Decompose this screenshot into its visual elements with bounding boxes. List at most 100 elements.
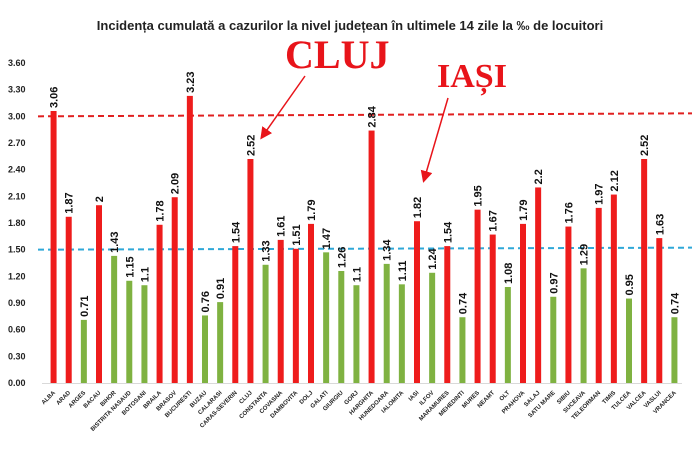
value-label: 2.09 <box>170 173 182 194</box>
y-axis: 0.00 0.30 0.60 0.90 1.20 1.50 1.80 2.10 2.40 2.70… <box>8 58 682 388</box>
bar-calarasi <box>217 302 224 383</box>
x-tick-label: OLT <box>499 390 512 403</box>
value-label: 1.47 <box>321 228 333 249</box>
value-label: 1.87 <box>64 192 76 213</box>
bar-bihor <box>111 255 118 383</box>
x-tick-label: IASI <box>408 390 421 403</box>
value-label: 0.76 <box>200 291 212 312</box>
callout-cluj: CLUJ <box>285 32 389 77</box>
callout-arrow-cluj <box>260 75 306 140</box>
bar-salaj <box>535 187 542 383</box>
bar-gorj <box>353 285 360 383</box>
bar-ilfov <box>429 272 436 383</box>
bars <box>50 95 678 383</box>
value-label: 2 <box>94 196 106 202</box>
bar-neamt <box>489 234 496 383</box>
value-label: 2.84 <box>367 105 379 127</box>
value-label: 1.08 <box>503 263 515 284</box>
value-label: 1.54 <box>230 221 242 243</box>
bar-caras-severin <box>232 246 239 383</box>
bar-teleorman <box>595 207 602 383</box>
value-label: 3.23 <box>185 71 197 92</box>
value-label: 2.52 <box>639 135 651 156</box>
value-label: 1.78 <box>155 200 167 221</box>
value-label: 1.97 <box>594 183 606 204</box>
x-tick-label: ALBA <box>41 390 57 406</box>
y-tick-label: 0.90 <box>8 298 26 308</box>
value-label: 1.82 <box>412 197 424 218</box>
y-tick-label: 1.50 <box>8 245 26 255</box>
value-label: 1.67 <box>488 210 500 231</box>
threshold-line-1.5 <box>37 246 693 251</box>
bar-iasi <box>414 221 420 383</box>
y-tick-label: 3.30 <box>8 85 26 95</box>
bar-bacau <box>96 205 102 383</box>
value-label: 1.1 <box>351 267 363 282</box>
bar-hunedoara <box>383 263 390 383</box>
value-label: 1.43 <box>109 231 121 252</box>
bar-tulcea <box>626 298 632 383</box>
bar-satu-mare <box>550 296 557 383</box>
value-label: 0.95 <box>624 274 636 295</box>
value-labels: 3.06 1.87 0.71 2 1.431.15 1.1 1.782.09 3.23 0.76… <box>49 71 682 316</box>
value-label: 1.51 <box>291 224 303 245</box>
y-tick-label: 0.60 <box>8 325 26 335</box>
bar-constanta <box>262 264 269 383</box>
bar-galati <box>323 252 330 383</box>
chart-title: Incidența cumulată a cazurilor la nivel … <box>97 18 603 33</box>
bar-maramures <box>444 246 451 383</box>
value-label: 1.63 <box>654 214 666 235</box>
callout-iasi: IAȘI <box>437 58 507 96</box>
bar-timis <box>610 194 617 383</box>
value-label: 0.71 <box>79 295 91 316</box>
bar-bucuresti <box>186 95 193 383</box>
bar-braila <box>156 224 163 383</box>
bar-alba <box>50 111 57 383</box>
value-label: 1.79 <box>518 199 530 220</box>
y-tick-label: 0.30 <box>8 351 26 361</box>
y-tick-label: 2.70 <box>8 138 26 148</box>
bar-prahova <box>520 223 526 383</box>
bar-bistrita-nasaud <box>126 280 133 383</box>
y-tick-label: 3.00 <box>8 111 26 121</box>
value-label: 0.74 <box>457 292 469 314</box>
bar-arges <box>80 319 87 383</box>
value-label: 1.54 <box>442 221 454 243</box>
x-tick-label: NEAMT <box>477 390 497 410</box>
x-tick-label: TELEORMAN <box>571 390 602 421</box>
callouts: CLUJ IAȘI <box>260 32 507 183</box>
bar-dambovita <box>292 248 299 383</box>
bar-botosani <box>141 285 148 383</box>
bar-giurgiu <box>338 271 345 383</box>
value-label: 1.61 <box>276 215 288 236</box>
value-label: 1.34 <box>382 239 394 261</box>
value-label: 1.33 <box>261 240 273 261</box>
bar-buzau <box>202 315 208 383</box>
threshold-lines <box>37 112 693 251</box>
bar-covasna <box>277 239 284 383</box>
value-label: 3.06 <box>49 87 61 108</box>
value-label: 0.97 <box>548 272 560 293</box>
bar-valcea <box>641 159 648 383</box>
value-label: 2.2 <box>533 169 545 184</box>
y-tick-label: 2.40 <box>8 165 26 175</box>
bar-arad <box>65 216 72 383</box>
value-label: 1.26 <box>336 247 348 268</box>
bar-ialomita <box>398 284 405 383</box>
bar-brasov <box>171 197 178 383</box>
bar-mehedinti <box>459 317 466 383</box>
bar-vrancea <box>671 317 678 383</box>
bar-vaslui <box>656 238 663 383</box>
value-label: 1.11 <box>397 261 409 282</box>
y-tick-label: 3.60 <box>8 58 26 68</box>
y-tick-label: 1.80 <box>8 218 26 228</box>
bar-dolj <box>308 223 314 383</box>
bar-mures <box>474 209 481 383</box>
bar-olt <box>504 287 511 383</box>
value-label: 1.15 <box>124 256 136 277</box>
value-label: 1.95 <box>473 185 485 206</box>
bar-cluj <box>247 159 254 383</box>
value-label: 1.29 <box>579 244 591 265</box>
x-tick-label: DAMBOVITA <box>270 390 300 420</box>
